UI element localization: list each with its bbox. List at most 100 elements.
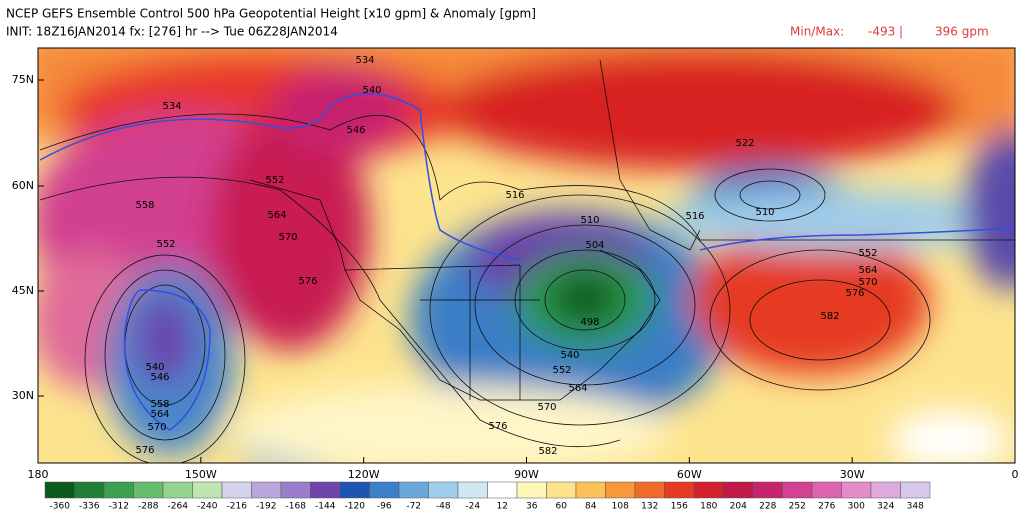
colorbar-box — [251, 481, 282, 499]
lon-label: 0 — [1012, 468, 1019, 481]
colorbar-label: 156 — [671, 502, 688, 512]
colorbar-label: -312 — [109, 502, 129, 512]
colorbar-box — [752, 481, 783, 499]
colorbar-box — [133, 481, 164, 499]
colorbar-box — [457, 481, 488, 499]
colorbar-box — [870, 481, 901, 499]
colorbar-label: -288 — [138, 502, 159, 512]
colorbar-box — [634, 481, 665, 499]
contour-label: 516 — [685, 211, 704, 222]
contour-label: 582 — [820, 311, 839, 322]
colorbar-box — [841, 481, 872, 499]
colorbar-box — [575, 481, 606, 499]
colorbar-label: -336 — [79, 502, 100, 512]
contour-label: 540 — [362, 85, 381, 96]
contour-label: 552 — [552, 365, 571, 376]
colorbar-label: -192 — [256, 502, 276, 512]
colorbar-box — [487, 481, 518, 499]
colorbar-label: -240 — [197, 502, 218, 512]
colorbar-label: -24 — [465, 502, 480, 512]
colorbar-label: -216 — [227, 502, 248, 512]
colorbar-box — [103, 481, 134, 499]
colorbar-box — [782, 481, 813, 499]
contour-label: 558 — [135, 200, 154, 211]
lon-label: 120W — [348, 468, 380, 481]
contour-label: 570 — [537, 402, 556, 413]
minmax-label: Min/Max: — [790, 25, 844, 39]
contour-label: 564 — [858, 265, 877, 276]
colorbar-box — [310, 481, 341, 499]
contour-label: 576 — [845, 288, 864, 299]
lat-label: 60N — [12, 179, 34, 192]
contour-label: 534 — [162, 101, 181, 112]
map — [38, 48, 1015, 463]
colorbar-box — [192, 481, 223, 499]
contour-label: 546 — [346, 125, 365, 136]
title: NCEP GEFS Ensemble Control 500 hPa Geopo… — [6, 7, 536, 21]
contour-label: 552 — [156, 239, 175, 250]
colorbar-box — [398, 481, 429, 499]
colorbar-label: 348 — [907, 502, 924, 512]
contour-label: 576 — [298, 276, 317, 287]
colorbar-box — [693, 481, 724, 499]
contour-label: 576 — [488, 421, 507, 432]
contour-label: 552 — [265, 175, 284, 186]
contour-label: 522 — [735, 138, 754, 149]
contour-label: 510 — [580, 215, 599, 226]
colorbar-label: -168 — [286, 502, 307, 512]
colorbar-box — [221, 481, 252, 499]
contour-label: 534 — [355, 55, 374, 66]
colorbar-box — [605, 481, 636, 499]
contour-label: 540 — [145, 362, 164, 373]
lat-label: 45N — [12, 284, 34, 297]
contour-label: 576 — [135, 445, 154, 456]
lon-label: 90W — [514, 468, 539, 481]
colorbar-label: -120 — [345, 502, 366, 512]
colorbar-label: 132 — [641, 502, 658, 512]
contour-label: 564 — [267, 210, 286, 221]
colorbar-label: 228 — [759, 502, 776, 512]
colorbar-box — [280, 481, 311, 499]
colorbar-label: 276 — [818, 502, 835, 512]
lat-label: 75N — [12, 73, 34, 86]
max-value: 396 gpm — [935, 25, 989, 39]
contour-label: 540 — [560, 350, 579, 361]
colorbar-box — [162, 481, 193, 499]
contour-label: 510 — [755, 207, 774, 218]
colorbar-box — [664, 481, 695, 499]
colorbar-label: 204 — [730, 502, 747, 512]
colorbar-label: 108 — [612, 502, 629, 512]
colorbar-box — [811, 481, 842, 499]
colorbar-box — [339, 481, 370, 499]
colorbar-box — [44, 481, 75, 499]
lat-label: 30N — [12, 389, 34, 402]
lon-label: 60W — [677, 468, 702, 481]
contour-label: 582 — [538, 446, 557, 457]
colorbar-box — [900, 481, 931, 499]
lon-label: 180 — [28, 468, 49, 481]
colorbar-label: -360 — [50, 502, 71, 512]
colorbar-label: -96 — [377, 502, 392, 512]
colorbar-label: -144 — [315, 502, 336, 512]
colorbar-label: 324 — [877, 502, 894, 512]
init-line: INIT: 18Z16JAN2014 fx: [276] hr --> Tue … — [6, 25, 338, 39]
colorbar-label: 252 — [789, 502, 806, 512]
colorbar-label: 180 — [700, 502, 717, 512]
colorbar-label: 300 — [848, 502, 865, 512]
colorbar-box — [428, 481, 459, 499]
contour-label: 558 — [150, 399, 169, 410]
contour-label: 564 — [568, 383, 587, 394]
colorbar-label: 60 — [556, 502, 568, 512]
contour-label: 498 — [580, 317, 599, 328]
contour-label: 504 — [585, 240, 604, 251]
contour-label: 564 — [150, 409, 169, 420]
colorbar-label: 12 — [497, 502, 508, 512]
colorbar-box — [516, 481, 547, 499]
lon-label: 150W — [185, 468, 217, 481]
colorbar-box — [74, 481, 105, 499]
colorbar-label: -264 — [168, 502, 189, 512]
colorbar-label: -48 — [436, 502, 451, 512]
contour-label: 570 — [858, 277, 877, 288]
